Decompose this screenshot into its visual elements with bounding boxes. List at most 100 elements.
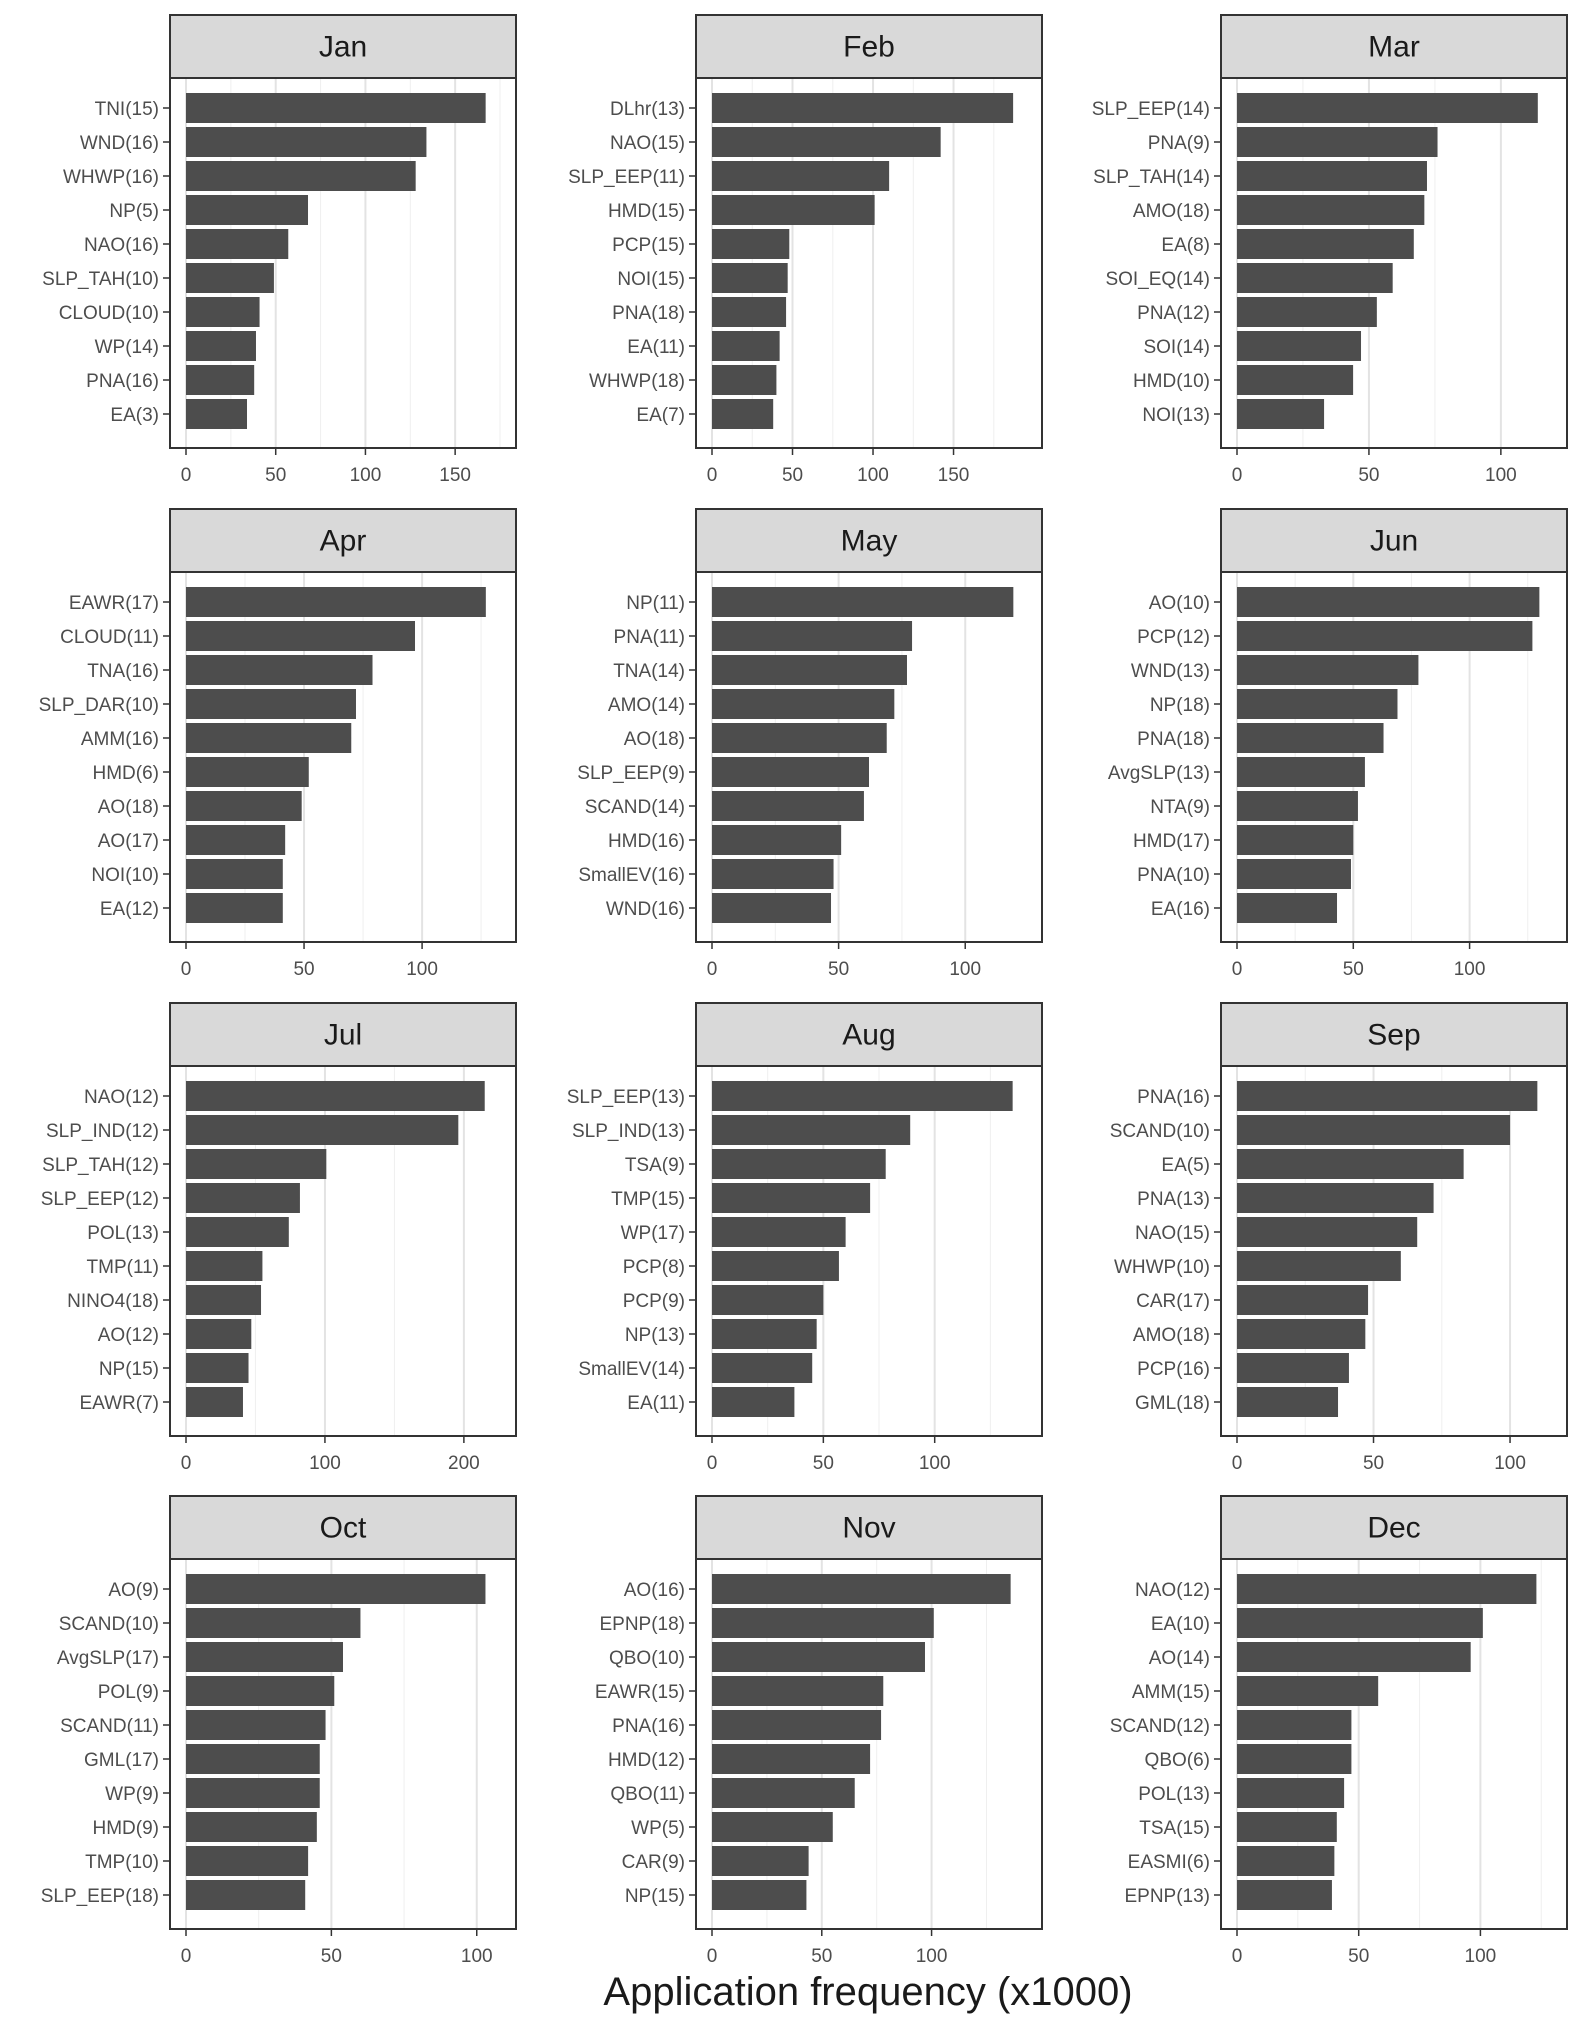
panel-strip — [169, 508, 517, 573]
category-label: NP(18) — [1150, 695, 1210, 716]
category-label: CAR(17) — [1136, 1291, 1210, 1312]
bar-slp-dar-10 — [186, 689, 356, 719]
category-label: WND(16) — [80, 133, 159, 154]
bar-scand-11 — [186, 1710, 326, 1740]
bar-slp-eep-18 — [186, 1880, 306, 1910]
category-label: EA(16) — [1151, 899, 1210, 920]
category-label: SLP_EEP(18) — [41, 1886, 159, 1907]
category-label: HMD(15) — [608, 201, 685, 222]
panel-title: Feb — [843, 31, 895, 64]
panel-title: May — [841, 525, 898, 558]
category-label: SLP_TAH(12) — [42, 1155, 159, 1176]
bar-slp-ind-13 — [712, 1115, 911, 1145]
category-label: EAWR(15) — [595, 1682, 685, 1703]
bar-ea-5 — [1237, 1149, 1464, 1179]
category-label: EA(12) — [100, 899, 159, 920]
bar-pna-12 — [1237, 297, 1377, 327]
bar-soi-eq-14 — [1237, 263, 1393, 293]
category-label: SCAND(10) — [1110, 1121, 1210, 1142]
bar-amm-15 — [1237, 1676, 1379, 1706]
category-label: NAO(15) — [610, 133, 685, 154]
category-label: POL(13) — [87, 1223, 159, 1244]
category-label: EA(10) — [1151, 1614, 1210, 1635]
panel-title: Jan — [319, 31, 367, 64]
category-label: AO(18) — [624, 729, 685, 750]
bar-eawr-7 — [186, 1387, 243, 1417]
category-label: SLP_TAH(10) — [42, 269, 159, 290]
panel-border — [169, 571, 517, 943]
bar-nao-15 — [1237, 1217, 1418, 1247]
x-tick-label: 150 — [938, 465, 970, 486]
category-label: EA(11) — [627, 337, 685, 358]
x-tick-label: 100 — [461, 1946, 493, 1967]
category-label: HMD(17) — [1133, 831, 1210, 852]
panel-jul: Jul NAO(12) SLP_IND(12) SLP_TAH(12) SLP_EEP(… — [41, 1002, 517, 1474]
category-label: PCP(9) — [623, 1291, 685, 1312]
x-tick-label: 50 — [1348, 1946, 1369, 1967]
x-tick-label: 50 — [782, 465, 803, 486]
panel-border — [1220, 1065, 1568, 1437]
bar-scand-10 — [1237, 1115, 1511, 1145]
category-label: EA(7) — [636, 405, 685, 426]
panel-jan: Jan TNI(15) WND(16) WHWP(16) NP(5) NAO(16) SLP… — [42, 14, 517, 486]
bar-whwp-18 — [712, 365, 777, 395]
category-label: QBO(10) — [609, 1648, 685, 1669]
category-label: HMD(16) — [608, 831, 685, 852]
bar-gml-17 — [186, 1744, 320, 1774]
panel-border — [695, 1065, 1043, 1437]
category-label: EPNP(18) — [599, 1614, 685, 1635]
bar-pol-13 — [1237, 1778, 1345, 1808]
x-tick-label: 100 — [916, 1946, 948, 1967]
category-label: SLP_EEP(12) — [41, 1189, 159, 1210]
bar-hmd-16 — [712, 825, 842, 855]
panel-border — [169, 1558, 517, 1930]
bar-eawr-15 — [712, 1676, 884, 1706]
bar-ao-18 — [712, 723, 887, 753]
x-tick-label: 100 — [1454, 959, 1486, 980]
category-label: DLhr(13) — [610, 99, 685, 120]
category-label: NAO(12) — [84, 1087, 159, 1108]
category-label: AO(17) — [98, 831, 159, 852]
category-label: SCAND(11) — [60, 1716, 159, 1737]
category-label: CAR(9) — [622, 1852, 685, 1873]
panel-title: Mar — [1368, 31, 1420, 64]
bar-noi-10 — [186, 859, 283, 889]
bar-whwp-10 — [1237, 1251, 1401, 1281]
bar-ao-12 — [186, 1319, 252, 1349]
bar-nao-12 — [1237, 1574, 1537, 1604]
category-label: TNI(15) — [95, 99, 159, 120]
x-tick-label: 0 — [707, 465, 718, 486]
panel-mar: Mar SLP_EEP(14) PNA(9) SLP_TAH(14) AMO(18) EA… — [1092, 14, 1568, 486]
panel-title: Dec — [1367, 1512, 1420, 1545]
bar-pcp-8 — [712, 1251, 839, 1281]
bar-pna-16 — [1237, 1081, 1538, 1111]
category-label: AO(16) — [624, 1580, 685, 1601]
bar-epnp-18 — [712, 1608, 934, 1638]
bar-avgslp-17 — [186, 1642, 343, 1672]
category-label: HMD(10) — [1133, 371, 1210, 392]
category-label: GML(17) — [84, 1750, 159, 1771]
bar-pna-16 — [712, 1710, 882, 1740]
bar-scand-10 — [186, 1608, 361, 1638]
category-label: QBO(11) — [610, 1784, 685, 1805]
bar-ea-12 — [186, 893, 283, 923]
chart-panels: Jan TNI(15) WND(16) WHWP(16) NP(5) NAO(16) SLP… — [39, 14, 1568, 1967]
panel-title: Aug — [842, 1019, 895, 1052]
category-label: WHWP(16) — [63, 167, 159, 188]
category-label: CLOUD(11) — [60, 627, 159, 648]
bar-epnp-13 — [1237, 1880, 1332, 1910]
panel-dec: Dec NAO(12) EA(10) AO(14) AMM(15) SCAND(12) QB… — [1110, 1495, 1568, 1967]
category-label: NAO(16) — [84, 235, 159, 256]
panel-aug: Aug SLP_EEP(13) SLP_IND(13) TSA(9) TMP(15) WP… — [567, 1002, 1043, 1474]
category-label: POL(13) — [1138, 1784, 1210, 1805]
bar-gml-18 — [1237, 1387, 1339, 1417]
bar-ao-16 — [712, 1574, 1011, 1604]
category-label: AO(12) — [98, 1325, 159, 1346]
x-tick-label: 100 — [309, 1453, 341, 1474]
panel-feb: Feb DLhr(13) NAO(15) SLP_EEP(11) HMD(15) PCP(… — [568, 14, 1043, 486]
bar-pcp-16 — [1237, 1353, 1349, 1383]
bar-car-17 — [1237, 1285, 1369, 1315]
bar-slp-ind-12 — [186, 1115, 459, 1145]
category-label: AMO(18) — [1133, 1325, 1210, 1346]
x-tick-label: 50 — [828, 959, 849, 980]
